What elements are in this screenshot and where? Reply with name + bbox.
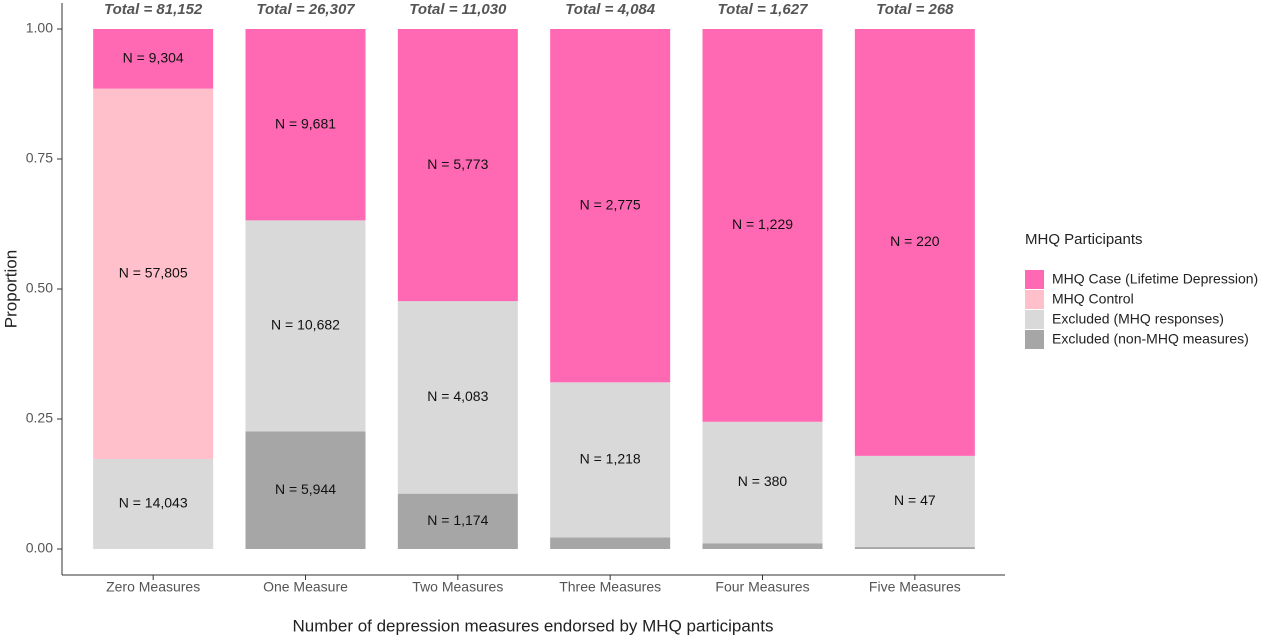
bar-segment [702,29,823,422]
total-label: Total = 4,084 [565,1,656,18]
data-label: N = 220 [890,233,940,249]
bar-segment [245,431,366,549]
bar-segment [397,29,518,302]
data-label: N = 380 [738,473,788,489]
total-label: Total = 1,627 [718,1,809,18]
x-tick-label: One Measure [263,579,348,595]
legend-key [1025,310,1044,329]
bar-segment [245,29,366,221]
data-label: N = 4,083 [427,388,488,404]
data-label: N = 5,773 [427,156,488,172]
y-tick-label: 0.25 [26,410,53,426]
y-tick-label: 0.50 [26,280,53,296]
legend-key [1025,270,1044,289]
bar-segment [245,220,366,432]
y-axis-title: Proportion [1,250,20,328]
data-label: N = 10,682 [271,317,340,333]
legend-key [1025,290,1044,309]
y-tick-label: 1.00 [26,20,53,36]
y-tick-label: 0.00 [26,540,53,556]
legend-label: Excluded (non-MHQ measures) [1052,331,1249,347]
bar-segment [93,88,214,460]
data-label: N = 1,174 [427,512,488,528]
x-tick-label: Three Measures [559,579,661,595]
bar-segment [93,29,214,89]
bar-segment [397,493,518,549]
legend-key [1025,330,1044,349]
bar-segment [854,29,975,456]
bar-segment [854,547,975,549]
total-label: Total = 26,307 [256,1,355,18]
bar-segment [550,29,671,383]
bar-segment [550,537,671,549]
bar-segment [550,382,671,538]
x-tick-label: Four Measures [715,579,809,595]
data-label: N = 2,775 [580,196,641,212]
x-axis-title: Number of depression measures endorsed b… [293,616,774,635]
data-label: N = 57,805 [119,265,188,281]
x-tick-label: Zero Measures [106,579,200,595]
total-label: Total = 81,152 [104,1,203,18]
legend-label: Excluded (MHQ responses) [1052,311,1224,327]
x-tick-label: Two Measures [412,579,503,595]
data-label: N = 5,944 [275,481,336,497]
data-label: N = 9,681 [275,115,336,131]
bar-segment [702,421,823,544]
data-label: N = 47 [894,492,936,508]
bar-segment [854,455,975,548]
total-label: Total = 268 [876,1,954,18]
data-label: N = 1,229 [732,216,793,232]
x-tick-label: Five Measures [869,579,961,595]
bar-segment [93,459,214,549]
data-label: N = 14,043 [119,495,188,511]
legend-label: MHQ Control [1052,291,1134,307]
data-label: N = 1,218 [580,451,641,467]
legend-title: MHQ Participants [1025,231,1143,248]
bar-segment [702,543,823,549]
y-tick-label: 0.75 [26,150,53,166]
bar-segment [397,301,518,494]
data-label: N = 9,304 [123,50,184,66]
total-label: Total = 11,030 [409,1,507,18]
legend-label: MHQ Case (Lifetime Depression) [1052,271,1258,287]
